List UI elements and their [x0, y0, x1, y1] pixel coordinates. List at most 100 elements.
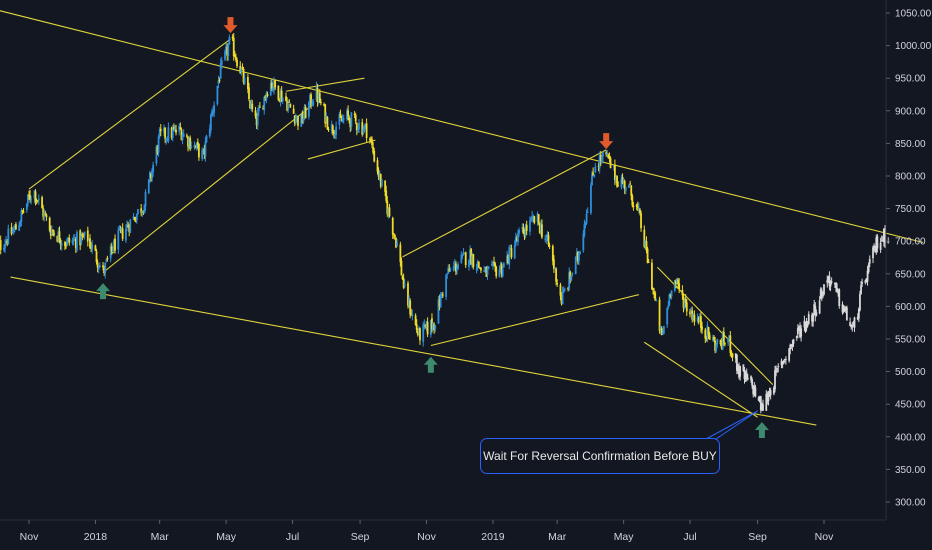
- candle-body: [347, 110, 349, 116]
- candle-body: [447, 267, 450, 274]
- candle-body: [414, 315, 417, 325]
- buy-arrow-icon[interactable]: [96, 283, 111, 300]
- candle-body: [134, 221, 137, 223]
- candle-body: [843, 307, 846, 310]
- candle-body: [722, 331, 725, 343]
- candle-body: [637, 207, 640, 210]
- candle-body: [769, 390, 772, 396]
- candle-body: [545, 238, 548, 240]
- candle-body: [872, 247, 874, 259]
- buy-arrow-icon[interactable]: [754, 421, 769, 438]
- candle-body: [400, 260, 403, 276]
- candle-body: [409, 300, 412, 315]
- candle-body: [95, 251, 98, 263]
- trendline-6[interactable]: [307, 139, 376, 160]
- candle-body: [4, 243, 6, 249]
- candle-body: [754, 387, 757, 397]
- candle-body: [53, 233, 55, 235]
- candle-body: [690, 311, 693, 314]
- time-tick-label: Sep: [748, 531, 767, 543]
- candle-body: [812, 313, 815, 322]
- candle-body: [629, 183, 632, 185]
- candle-body: [242, 68, 245, 83]
- candle-body: [460, 254, 463, 263]
- candle-body: [659, 326, 662, 330]
- candle-body: [678, 283, 681, 290]
- candle-body: [501, 269, 504, 277]
- candle-body: [500, 264, 503, 275]
- trendline-7[interactable]: [402, 149, 607, 258]
- candle-body: [807, 314, 810, 325]
- time-tick-label: Mar: [151, 531, 170, 543]
- candle-body: [189, 137, 192, 149]
- candle-body: [12, 229, 15, 233]
- candle-body: [828, 276, 831, 286]
- trendline-5[interactable]: [285, 77, 365, 92]
- candle-body: [525, 224, 528, 231]
- candle-body: [90, 246, 92, 249]
- candle-body: [331, 125, 334, 133]
- candle-body: [243, 77, 246, 84]
- candle-body: [681, 290, 684, 296]
- time-tick-label: 2018: [84, 531, 108, 543]
- candle-body: [72, 239, 75, 241]
- price-tick-label: 1000.00: [895, 41, 932, 52]
- candle-body: [349, 119, 352, 128]
- candle-body: [485, 266, 488, 277]
- candle-body: [248, 87, 250, 100]
- candle-body: [227, 45, 230, 57]
- candle-body: [297, 116, 299, 126]
- candle-body: [117, 230, 120, 250]
- price-axis[interactable]: 1050.00 1000.00 950.00 900.00 850.00 800.00 75…: [886, 9, 932, 509]
- candle-body: [561, 291, 564, 305]
- candle-body: [602, 152, 604, 157]
- candle-body: [422, 324, 425, 342]
- candle-body: [705, 337, 708, 339]
- trendline-1[interactable]: [0, 5, 924, 244]
- trendline-2[interactable]: [10, 276, 817, 426]
- candle-body: [597, 166, 600, 168]
- candle-body: [861, 282, 864, 284]
- candle-body: [28, 194, 30, 197]
- annotation-callout[interactable]: Wait For Reversal Confirmation Before BU…: [480, 438, 720, 474]
- candle-body: [729, 335, 732, 353]
- candle-body: [340, 118, 343, 122]
- candle-body: [586, 212, 589, 214]
- trendline-3[interactable]: [28, 38, 231, 190]
- candle-body: [82, 235, 85, 238]
- candle-body: [364, 123, 367, 126]
- candle-body: [768, 391, 771, 397]
- candle-body: [514, 237, 517, 245]
- candle-body: [508, 247, 511, 265]
- sell-arrow-icon[interactable]: [223, 17, 238, 34]
- candle-body: [609, 157, 612, 169]
- candle-body: [125, 229, 127, 241]
- candle-body: [21, 210, 24, 212]
- candle-body: [10, 227, 13, 235]
- candle-body: [798, 327, 800, 329]
- trendline-8[interactable]: [430, 294, 639, 347]
- candle-body: [663, 326, 665, 334]
- trendline-9[interactable]: [656, 266, 774, 386]
- candle-body: [667, 305, 670, 308]
- candle-body: [172, 127, 175, 130]
- sell-arrow-icon[interactable]: [599, 133, 614, 150]
- candle-body: [677, 279, 679, 285]
- candle-body: [286, 101, 289, 111]
- candle-body: [470, 248, 473, 265]
- buy-arrow-icon[interactable]: [423, 356, 438, 373]
- trendline-10[interactable]: [644, 341, 758, 418]
- candle-body: [114, 238, 116, 251]
- candle-body: [814, 305, 817, 317]
- candle-body: [594, 166, 597, 173]
- candle-body: [315, 86, 318, 101]
- time-axis[interactable]: Nov 2018 Mar May Jul Sep Nov 2019 Mar May Jul Sep No…: [20, 520, 834, 543]
- candle-body: [73, 238, 76, 240]
- candle-body: [795, 336, 798, 338]
- candle-body: [142, 211, 145, 214]
- candle-body: [141, 211, 144, 213]
- candle-body: [766, 393, 769, 403]
- time-tick-label: 2019: [481, 531, 505, 543]
- trendline-4[interactable]: [102, 103, 314, 273]
